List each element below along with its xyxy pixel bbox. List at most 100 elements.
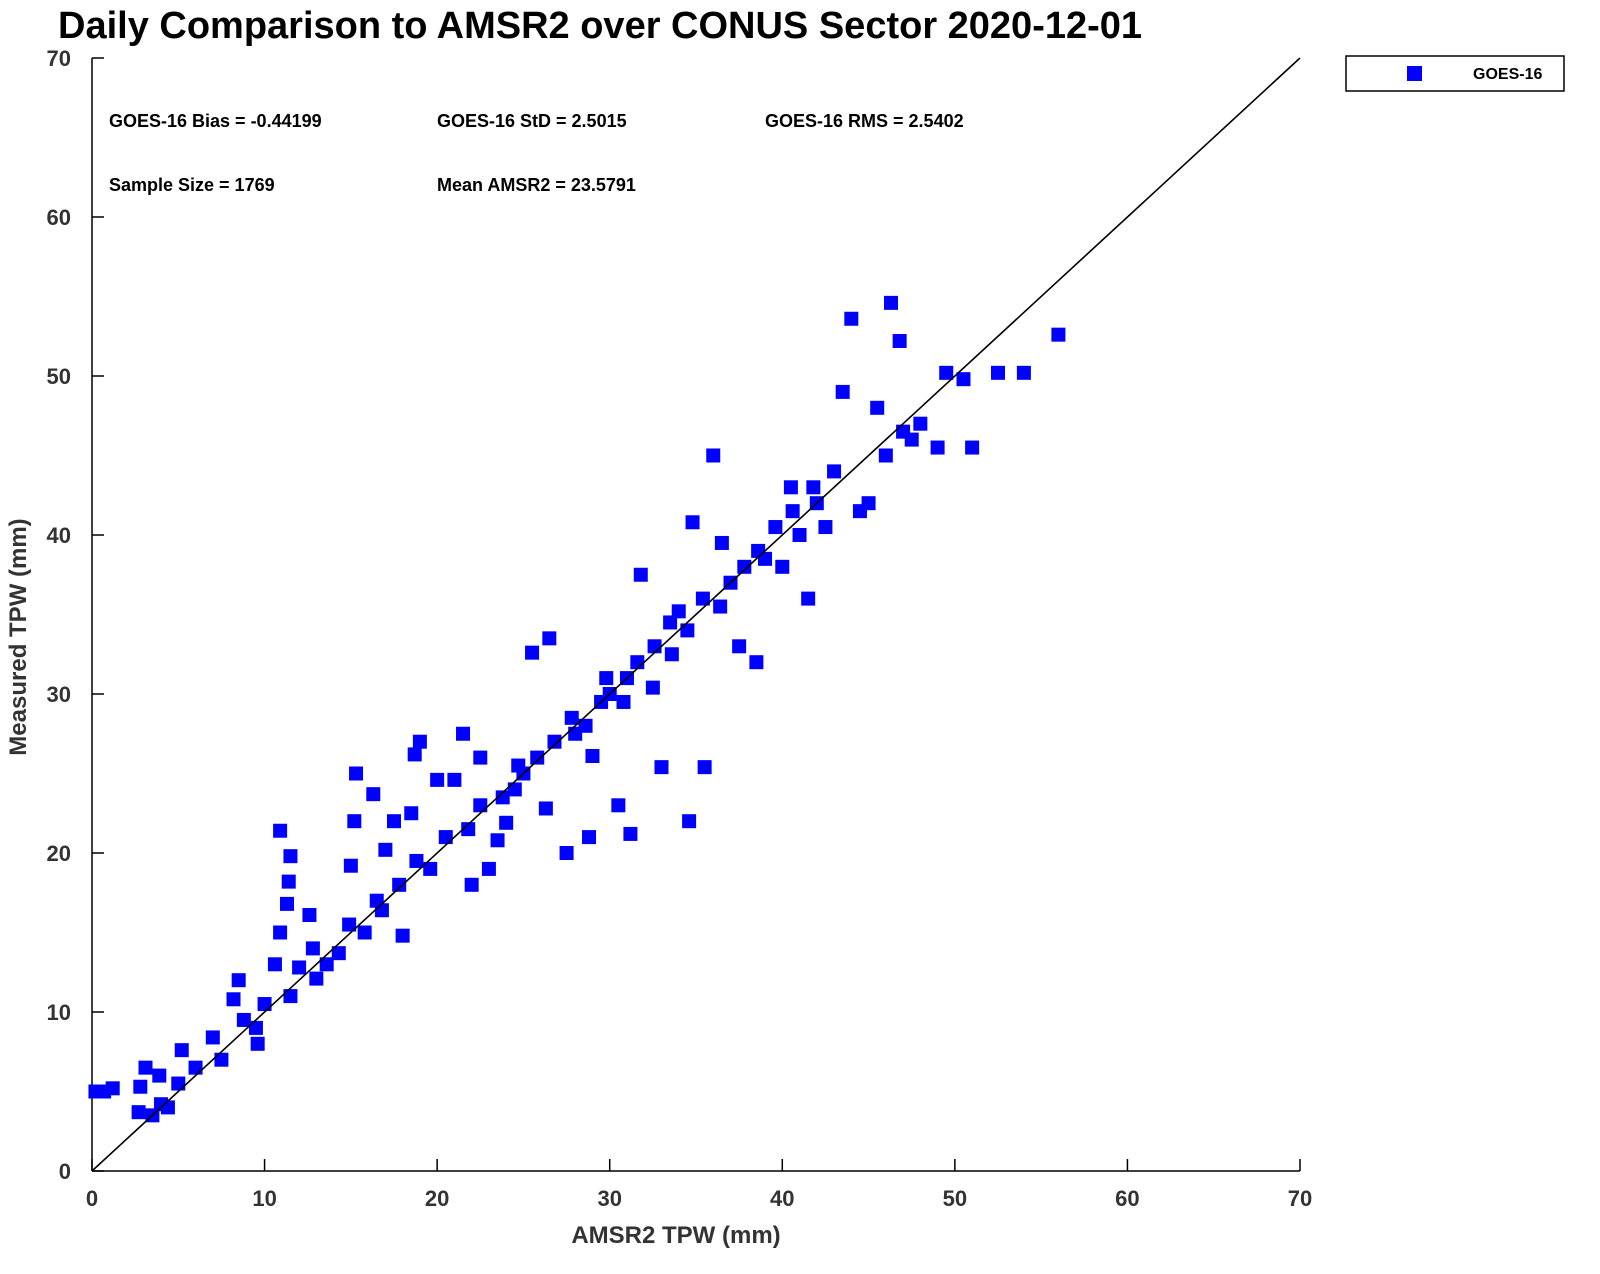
data-point [309, 971, 324, 986]
data-point [939, 365, 954, 380]
data-point [844, 311, 859, 326]
data-point [768, 520, 783, 535]
data-point [630, 655, 645, 670]
data-point [283, 849, 298, 864]
data-point [663, 615, 678, 630]
data-point [273, 925, 288, 940]
data-point [395, 928, 410, 943]
y-tick-label: 50 [47, 364, 71, 389]
y-axis-label: Measured TPW (mm) [5, 518, 32, 755]
data-point [585, 749, 600, 764]
legend: GOES-16 [1345, 55, 1565, 92]
data-point [714, 535, 729, 550]
data-point [530, 750, 545, 765]
data-point [913, 416, 928, 431]
data-point [473, 798, 488, 813]
data-point [133, 1079, 148, 1094]
data-point [511, 758, 526, 773]
x-axis-label: AMSR2 TPW (mm) [571, 1222, 780, 1249]
data-point [409, 853, 424, 868]
data-point [283, 989, 298, 1004]
data-point [654, 760, 669, 775]
data-point [456, 726, 471, 741]
data-point [131, 1105, 146, 1120]
data-point [257, 997, 272, 1012]
data-point [302, 908, 317, 923]
legend-box [1345, 55, 1565, 92]
data-point [697, 760, 712, 775]
data-point [404, 806, 419, 821]
data-point [991, 365, 1005, 380]
data-point [671, 604, 686, 619]
y-ticks: 0 10 20 30 40 50 60 70 [47, 46, 104, 1184]
data-point [205, 1030, 220, 1045]
stat-mean: Mean AMSR2 = 23.5791 [437, 175, 636, 195]
data-point [366, 787, 381, 802]
stat-std: GOES-16 StD = 2.5015 [437, 111, 627, 131]
data-point [378, 842, 393, 857]
data-point [685, 515, 700, 530]
data-point [495, 790, 510, 805]
data-point [783, 480, 798, 495]
data-point [835, 384, 850, 399]
data-point [878, 448, 893, 463]
data-point [231, 973, 246, 988]
data-point [870, 400, 885, 415]
data-point [438, 830, 453, 845]
data-point [248, 1020, 263, 1035]
data-point [827, 464, 842, 479]
data-point [154, 1097, 169, 1112]
x-tick-label: 10 [252, 1186, 276, 1211]
y-tick-label: 60 [47, 205, 71, 230]
x-tick-label: 30 [597, 1186, 621, 1211]
data-point [806, 480, 821, 495]
stat-sample-size: Sample Size = 1769 [109, 175, 275, 195]
data-point [1016, 365, 1031, 380]
data-point [430, 772, 445, 787]
chart-title: Daily Comparison to AMSR2 over CONUS Sec… [58, 5, 1142, 47]
data-point [331, 946, 346, 961]
data-point [236, 1012, 251, 1027]
data-point [188, 1060, 203, 1075]
data-point [818, 520, 833, 535]
data-point [695, 591, 710, 606]
data-point [174, 1043, 189, 1058]
data-point [582, 830, 597, 845]
data-point [250, 1036, 265, 1051]
x-tick-label: 20 [425, 1186, 449, 1211]
data-point [904, 432, 919, 447]
data-point [214, 1052, 229, 1067]
data-point [347, 814, 362, 829]
data-point [507, 782, 522, 797]
data-point [547, 734, 562, 749]
data-point [461, 822, 476, 837]
data-point [965, 440, 980, 455]
x-tick-label: 0 [86, 1186, 98, 1211]
data-point [423, 861, 438, 876]
data-point [713, 599, 728, 614]
legend-marker-square [1407, 66, 1422, 81]
data-point [152, 1068, 167, 1083]
data-point [623, 826, 638, 841]
data-point [138, 1060, 153, 1075]
data-point [525, 645, 540, 660]
data-point [407, 747, 422, 762]
scatter-points [88, 295, 1066, 1123]
data-point [611, 798, 626, 813]
data-point [732, 639, 747, 654]
data-point [499, 815, 514, 830]
data-point [281, 874, 296, 889]
data-point [892, 334, 907, 349]
data-point [792, 528, 807, 542]
data-point [775, 559, 790, 574]
data-point [369, 893, 384, 908]
x-tick-label: 70 [1288, 1186, 1312, 1211]
data-point [357, 925, 372, 940]
data-point [1051, 327, 1066, 342]
stat-rms: GOES-16 RMS = 2.5402 [765, 111, 964, 131]
data-point [645, 680, 660, 695]
data-point [664, 647, 679, 662]
data-point [171, 1076, 186, 1091]
stat-bias: GOES-16 Bias = -0.44199 [109, 111, 322, 131]
